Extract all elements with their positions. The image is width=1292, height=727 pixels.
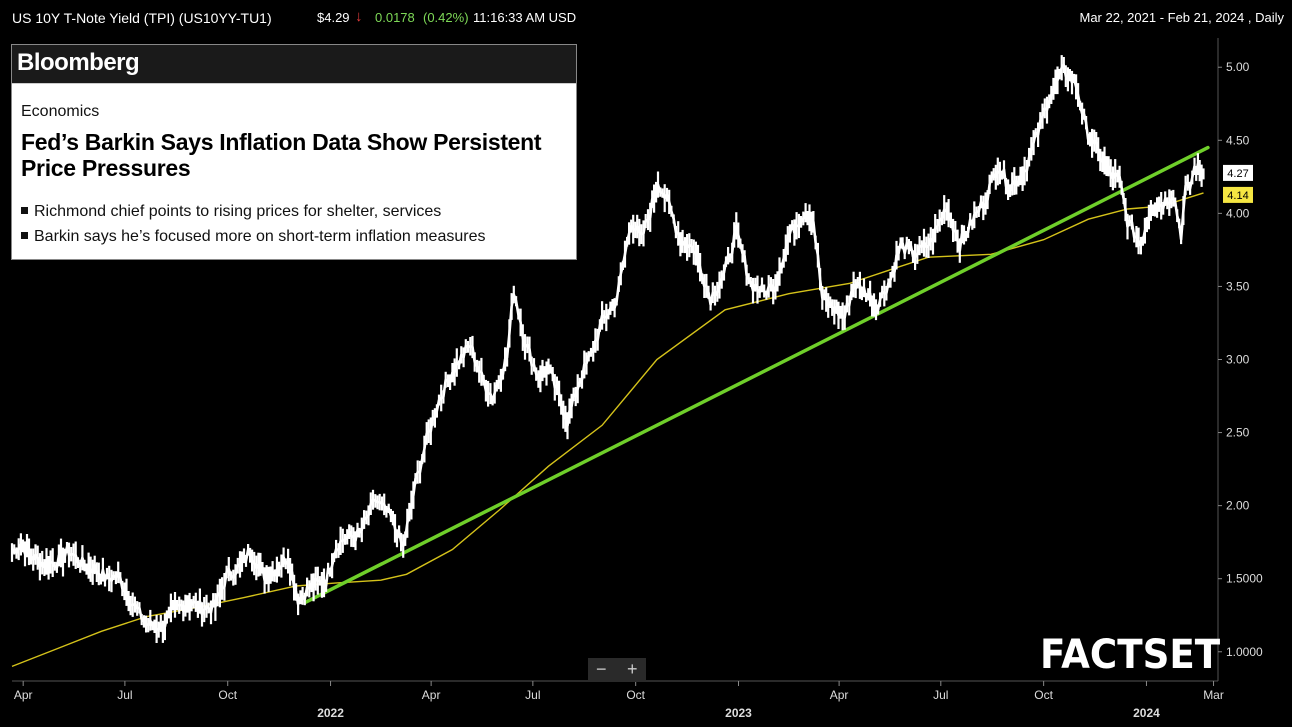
y-tick-label: 1.5000 — [1226, 572, 1263, 586]
instrument-title: US 10Y T-Note Yield (TPI) (US10YY-TU1) — [12, 10, 272, 26]
price-change: 0.0178 — [375, 10, 415, 25]
factset-logo: FACTSET — [1040, 632, 1221, 678]
x-year-label: 2024 — [1133, 706, 1160, 720]
y-tick-label: 2.00 — [1226, 499, 1250, 513]
support-trendline — [304, 145, 1210, 604]
news-bullet-text: Barkin says he’s focused more on short-t… — [34, 228, 486, 245]
last-ma-badge — [1223, 186, 1253, 203]
zoom-controls: − + — [588, 658, 646, 682]
news-card-header: Bloomberg — [12, 45, 576, 84]
x-year-label: 2023 — [725, 706, 752, 720]
y-tick-label: 2.50 — [1226, 426, 1250, 440]
moving-average-line — [11, 192, 1204, 668]
y-tick-label: 3.50 — [1226, 279, 1250, 293]
down-arrow-icon: ↓ — [355, 8, 363, 25]
news-card: Bloomberg Economics Fed’s Barkin Says In… — [11, 44, 577, 260]
x-tick-label: Apr — [830, 688, 849, 702]
x-tick-label: Apr — [14, 688, 33, 702]
y-tick-label: 4.50 — [1226, 133, 1250, 147]
news-brand: Bloomberg — [17, 49, 140, 76]
x-tick-label: Oct — [626, 688, 645, 702]
last-ma-badge-label: 4.14 — [1227, 190, 1248, 202]
x-tick-label: Oct — [1034, 688, 1053, 702]
quote-time: 11:16:33 AM USD — [473, 10, 577, 25]
zoom-out-button[interactable]: − — [596, 659, 607, 679]
x-tick-label: Jul — [525, 688, 540, 702]
zoom-in-button[interactable]: + — [627, 659, 638, 679]
x-tick-label: Apr — [422, 688, 441, 702]
price-bars — [10, 55, 1205, 643]
price-change-percent: (0.42%) — [423, 10, 469, 25]
date-range[interactable]: Mar 22, 2021 - Feb 21, 2024 , Daily — [1079, 10, 1284, 25]
news-headline: Fed’s Barkin Says Inflation Data Show Pe… — [21, 129, 542, 181]
x-year-label: 2022 — [317, 706, 344, 720]
x-tick-label: Mar — [1203, 688, 1224, 702]
bullet-square-icon — [21, 207, 28, 214]
bullet-square-icon — [21, 232, 28, 239]
chart-header: US 10Y T-Note Yield (TPI) (US10YY-TU1) $… — [0, 0, 1292, 36]
last-price-badge-label: 4.27 — [1227, 168, 1248, 180]
y-tick-label: 3.00 — [1226, 353, 1250, 367]
news-section: Economics — [21, 103, 100, 120]
last-price: $4.29 — [317, 10, 350, 25]
news-bullet: Richmond chief points to rising prices f… — [21, 203, 441, 221]
news-bullet-text: Richmond chief points to rising prices f… — [34, 203, 442, 220]
y-tick-label: 4.00 — [1226, 206, 1250, 220]
y-tick-label: 5.00 — [1226, 60, 1250, 74]
x-tick-label: Jul — [117, 688, 132, 702]
news-bullet: Barkin says he’s focused more on short-t… — [21, 228, 485, 246]
x-tick-label: Jul — [933, 688, 948, 702]
last-price-badge — [1223, 164, 1253, 181]
x-tick-label: Oct — [218, 688, 237, 702]
y-tick-label: 1.0000 — [1226, 645, 1263, 659]
